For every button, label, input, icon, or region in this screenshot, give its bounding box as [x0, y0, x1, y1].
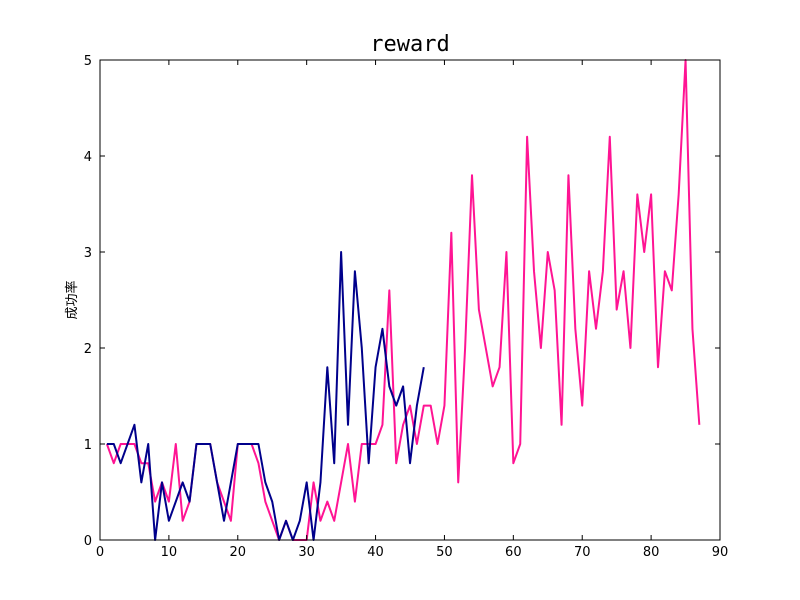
y-tick-label: 0	[84, 534, 92, 549]
y-tick-label: 1	[84, 438, 92, 453]
x-tick-label: 70	[574, 545, 591, 560]
ticks-layer: 0 10 20 30 40 50 60 70 80 90 0 1 2 3 4 5	[84, 54, 729, 560]
y-tick-label: 4	[84, 150, 92, 165]
y-tick-label: 2	[84, 342, 92, 357]
x-tick-label: 60	[505, 545, 522, 560]
x-tick-label: 50	[436, 545, 453, 560]
series-layer	[105, 59, 701, 541]
x-tick-label: 90	[712, 545, 729, 560]
plot-area-frame	[99, 59, 721, 541]
x-tick-label: 40	[367, 545, 384, 560]
series-line-0	[105, 59, 701, 541]
series-line-1	[106, 251, 425, 541]
x-tick-label: 20	[230, 545, 247, 560]
x-tick-label: 0	[96, 545, 104, 560]
y-tick-label: 5	[84, 54, 92, 69]
y-axis-label: 成功率	[64, 280, 80, 319]
chart-title: reward	[370, 32, 449, 57]
y-tick-label: 3	[84, 246, 92, 261]
x-tick-label: 10	[161, 545, 178, 560]
x-tick-label: 30	[298, 545, 315, 560]
x-tick-label: 80	[643, 545, 660, 560]
